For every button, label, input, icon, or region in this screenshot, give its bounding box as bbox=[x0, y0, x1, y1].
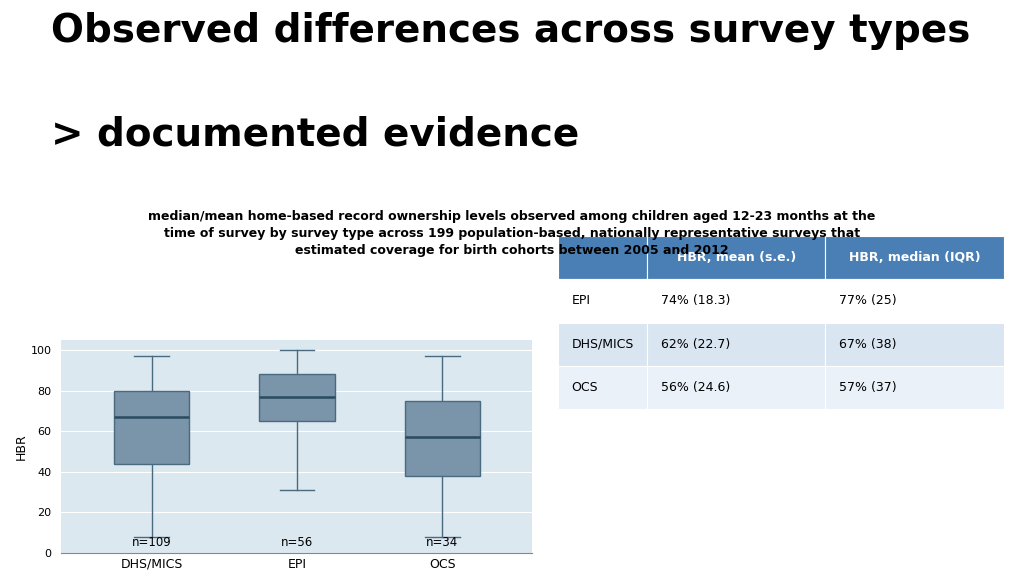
FancyBboxPatch shape bbox=[647, 323, 825, 366]
FancyBboxPatch shape bbox=[558, 366, 647, 409]
FancyBboxPatch shape bbox=[404, 401, 480, 476]
Text: n=109: n=109 bbox=[132, 536, 171, 549]
Text: Observed differences across survey types: Observed differences across survey types bbox=[51, 12, 971, 50]
Text: n=34: n=34 bbox=[426, 536, 459, 549]
FancyBboxPatch shape bbox=[647, 366, 825, 409]
Text: median/mean home-based record ownership levels observed among children aged 12-2: median/mean home-based record ownership … bbox=[148, 210, 876, 257]
Text: DHS/MICS: DHS/MICS bbox=[571, 338, 634, 351]
FancyBboxPatch shape bbox=[558, 323, 647, 366]
FancyBboxPatch shape bbox=[825, 279, 1004, 323]
Text: 67% (38): 67% (38) bbox=[839, 338, 896, 351]
FancyBboxPatch shape bbox=[647, 236, 825, 279]
Text: 74% (18.3): 74% (18.3) bbox=[660, 294, 730, 308]
Text: n=56: n=56 bbox=[281, 536, 313, 549]
FancyBboxPatch shape bbox=[558, 279, 647, 323]
FancyBboxPatch shape bbox=[825, 236, 1004, 279]
Y-axis label: HBR: HBR bbox=[15, 433, 28, 460]
Text: > documented evidence: > documented evidence bbox=[51, 115, 580, 153]
FancyBboxPatch shape bbox=[825, 323, 1004, 366]
FancyBboxPatch shape bbox=[825, 366, 1004, 409]
FancyBboxPatch shape bbox=[558, 236, 647, 279]
FancyBboxPatch shape bbox=[114, 391, 189, 464]
Text: HBR, mean (s.e.): HBR, mean (s.e.) bbox=[677, 251, 796, 264]
Text: 57% (37): 57% (37) bbox=[839, 381, 896, 394]
Text: OCS: OCS bbox=[571, 381, 598, 394]
FancyBboxPatch shape bbox=[647, 279, 825, 323]
Text: 56% (24.6): 56% (24.6) bbox=[660, 381, 730, 394]
Text: 77% (25): 77% (25) bbox=[839, 294, 896, 308]
FancyBboxPatch shape bbox=[259, 374, 335, 421]
Text: 62% (22.7): 62% (22.7) bbox=[660, 338, 730, 351]
Text: HBR, median (IQR): HBR, median (IQR) bbox=[849, 251, 980, 264]
Text: EPI: EPI bbox=[571, 294, 591, 308]
